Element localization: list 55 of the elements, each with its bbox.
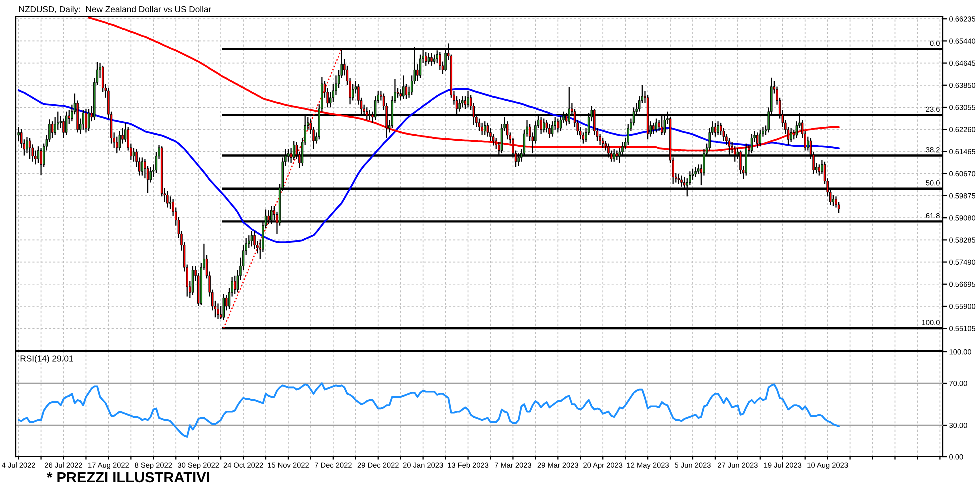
- candlestick: [818, 164, 821, 176]
- candlestick: [166, 190, 169, 208]
- candlestick: [169, 196, 172, 210]
- candlestick: [790, 128, 792, 143]
- candlestick: [141, 157, 144, 176]
- candlestick: [40, 147, 42, 176]
- candlestick: [428, 52, 430, 66]
- candlestick: [150, 166, 152, 184]
- candlestick: [28, 138, 32, 160]
- candlestick: [234, 275, 236, 295]
- candlestick: [506, 121, 509, 140]
- candlestick: [759, 129, 762, 148]
- candlestick: [602, 138, 604, 149]
- candlestick: [467, 90, 470, 108]
- candlestick: [250, 230, 254, 248]
- candlestick: [481, 122, 484, 136]
- candlestick: [756, 132, 759, 149]
- candlestick: [458, 98, 461, 112]
- candlestick: [714, 122, 717, 138]
- candlestick: [652, 122, 655, 135]
- candlestick: [405, 83, 408, 100]
- candlestick: [717, 121, 720, 136]
- candlestick: [217, 303, 220, 320]
- candlestick: [51, 121, 54, 139]
- candlestick: [832, 194, 835, 207]
- candlestick: [402, 75, 405, 100]
- candlestick: [85, 108, 88, 134]
- chart-title: RSI(14) 29.01: [20, 355, 74, 364]
- candlestick: [118, 130, 122, 152]
- candlestick: [793, 129, 796, 140]
- candlestick: [484, 121, 486, 136]
- candlestick: [548, 124, 551, 139]
- candlestick: [430, 52, 433, 66]
- candlestick: [462, 96, 464, 108]
- chart-title: NZDUSD, Daily: New Zealand Dollar vs US Dollar: [19, 6, 212, 14]
- candlestick: [65, 111, 68, 136]
- candlestick: [697, 164, 700, 175]
- candlestick: [478, 118, 481, 132]
- line-series: [18, 88, 840, 244]
- candlestick: [82, 110, 85, 130]
- candlestick: [694, 166, 697, 178]
- line-series: [18, 382, 840, 438]
- candlestick: [486, 122, 490, 138]
- candlestick: [557, 118, 560, 134]
- text: * PREZZI ILLUSTRATIVI: [47, 472, 210, 483]
- candlestick: [116, 136, 118, 154]
- candlestick: [655, 118, 658, 134]
- candlestick: [542, 118, 546, 134]
- candlestick: [88, 108, 90, 132]
- candlestick: [192, 266, 194, 296]
- candlestick: [222, 293, 225, 321]
- candlestick: [433, 54, 436, 66]
- candlestick: [254, 230, 256, 250]
- candlestick: [678, 174, 680, 185]
- candlestick: [551, 121, 554, 138]
